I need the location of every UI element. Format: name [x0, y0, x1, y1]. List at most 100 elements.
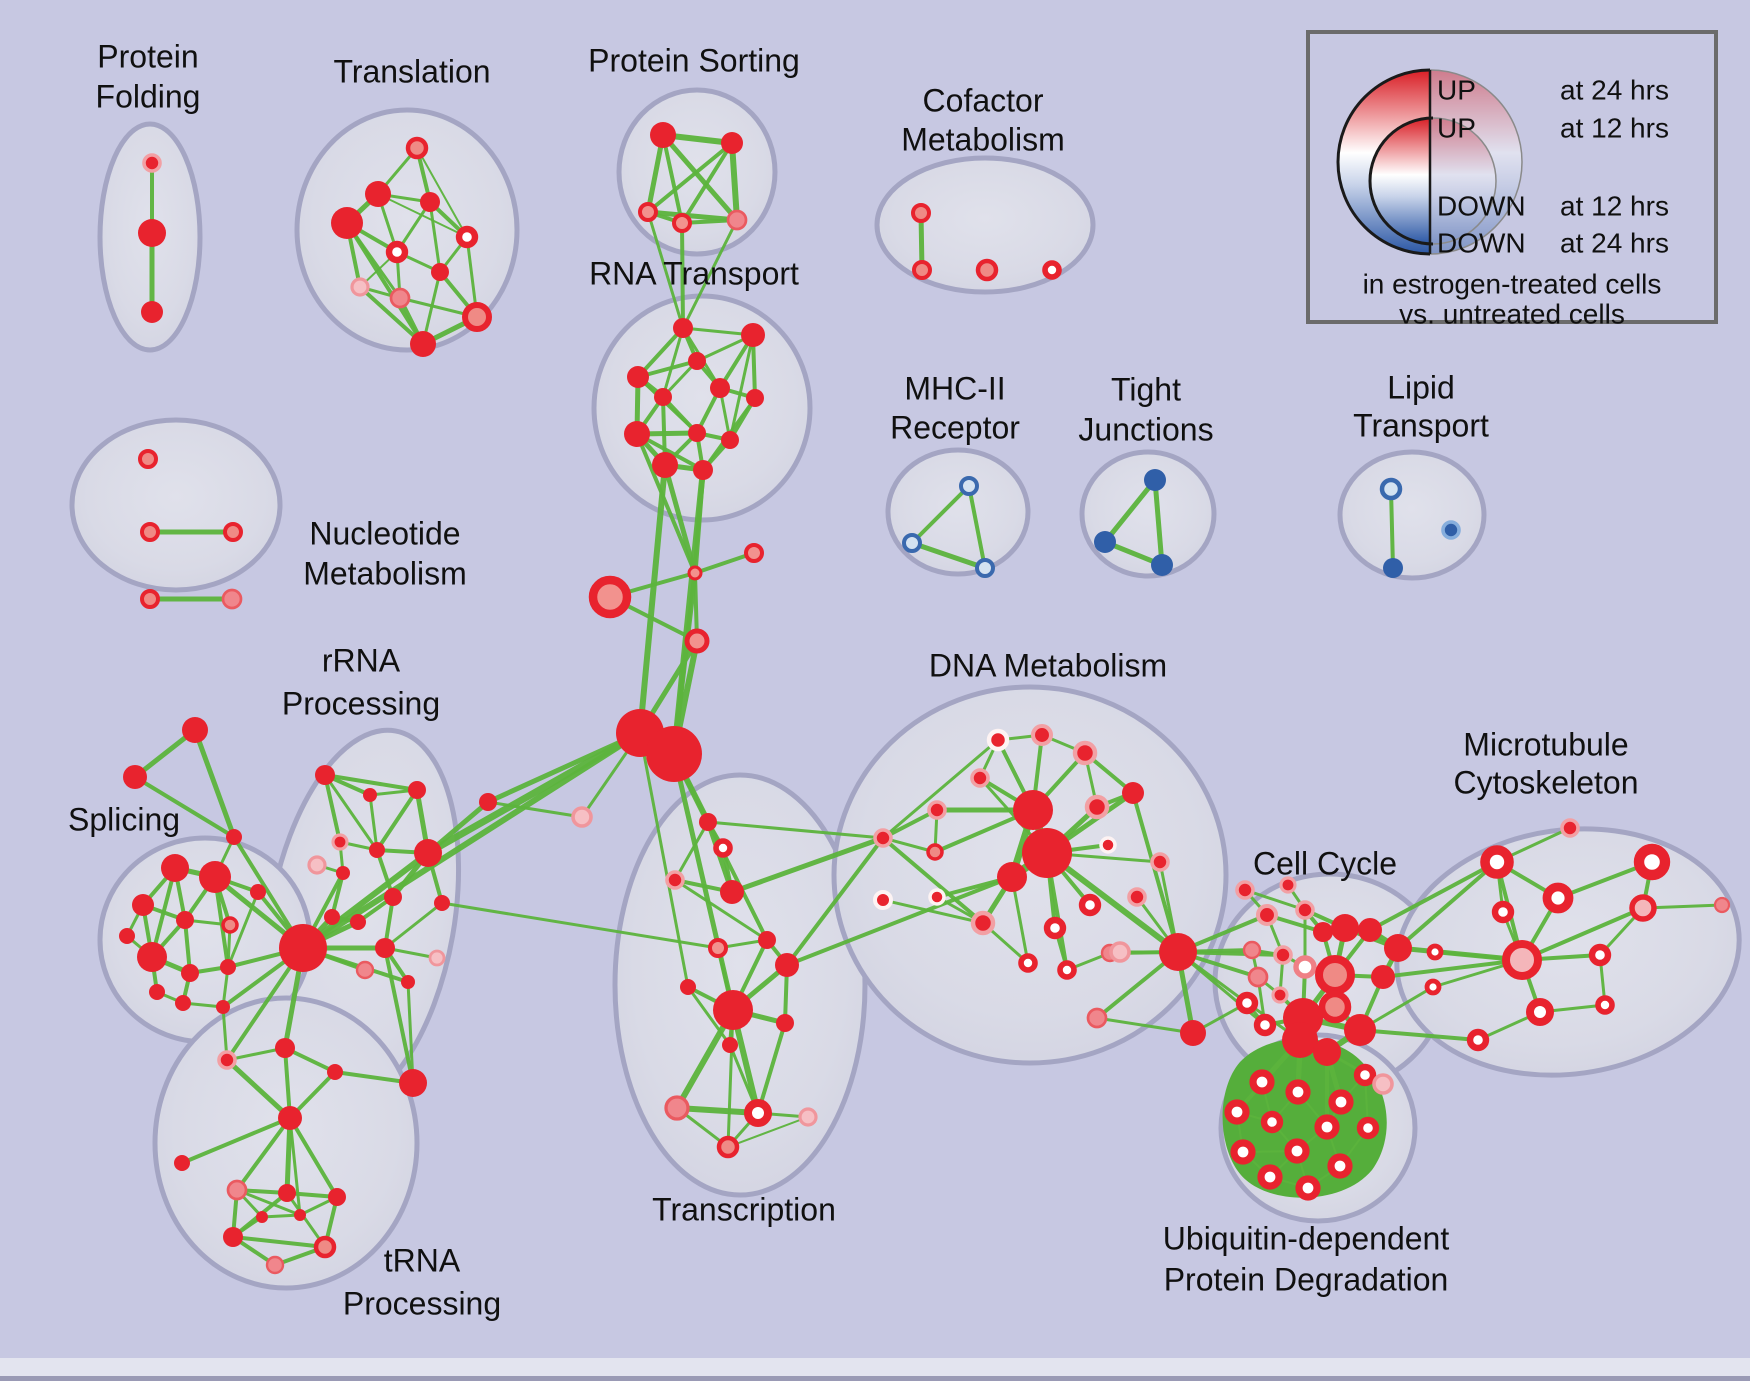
node-dn12 [928, 888, 946, 906]
node-dn15 [1127, 887, 1147, 907]
edge-tc5-dn5 [881, 808, 939, 840]
edge-cc20-mt4 [1381, 958, 1524, 979]
legend-footer-line-1: vs. untreated cells [1399, 298, 1625, 329]
edge-cc18-mt1 [1368, 860, 1499, 932]
edge-ps1-ps3 [645, 132, 666, 215]
legend-footer-line-0: in estrogen-treated cells [1363, 268, 1662, 299]
node-rt6 [654, 388, 672, 406]
edge-rt1-rt6 [661, 326, 685, 399]
node-lk1 [479, 793, 497, 811]
node-mt7 [1526, 998, 1554, 1026]
edge-rr1-rr3 [323, 773, 419, 792]
cluster-transcription-label: Transcription [652, 1191, 836, 1227]
node-cn2 [744, 543, 764, 563]
node-cc17 [1313, 1038, 1341, 1066]
node-tl10 [462, 302, 492, 332]
cluster-tight-junctions-label: Tight Junctions [1078, 371, 1213, 447]
node-nu3 [223, 522, 243, 542]
node-cc12 [1253, 1013, 1277, 1037]
node-sp1 [161, 854, 189, 882]
node-dn18 [1018, 953, 1038, 973]
edge-ps3-rt1 [646, 210, 685, 330]
cluster-trna-processing-ellipse [152, 995, 420, 1291]
node-dn22 [1109, 941, 1131, 963]
node-nu4 [140, 589, 160, 609]
node-ub5 [1260, 1110, 1284, 1134]
edge-rt11-hub1 [637, 462, 668, 736]
node-tn10 [256, 1211, 268, 1223]
node-dn23 [873, 890, 893, 910]
node-tn3 [226, 1179, 248, 1201]
cluster-cofactor-metabolism-ellipse [874, 155, 1096, 295]
edge-tr2-dnB3 [785, 875, 1014, 967]
node-tn7 [313, 1235, 337, 1259]
node-tn14 [399, 1069, 427, 1097]
legend-box [1306, 30, 1718, 324]
edge-dn9-dnH [1131, 791, 1180, 954]
node-pf1 [142, 153, 162, 173]
edge-st2-st3 [133, 775, 236, 839]
cluster-lipid-transport-label: Lipid Transport [1353, 369, 1489, 443]
edge-rr15-tr11 [440, 901, 720, 950]
node-cc6 [1273, 945, 1293, 965]
edge-tn3-tn9 [235, 1188, 302, 1217]
cluster-microtubule-cytoskeleton-label: Microtubule Cytoskeleton [1454, 726, 1639, 800]
edge-tr9-tr10 [727, 1116, 809, 1148]
edge-tn11-tn1 [224, 1057, 293, 1121]
node-rt3 [688, 352, 706, 370]
legend-row-0-direction: UP [1437, 74, 1476, 105]
node-rr11 [375, 938, 395, 958]
node-mt12 [1560, 818, 1580, 838]
node-tj2 [1094, 531, 1116, 553]
cluster-mhc-ii-receptor-label: MHC-II Receptor [890, 370, 1020, 445]
edge-mh2-mh3 [909, 540, 988, 571]
cluster-cell-cycle-label: Cell Cycle [1253, 845, 1397, 881]
node-tn4 [278, 1184, 296, 1202]
node-tn8 [265, 1255, 285, 1275]
legend-row-2-time: at 12 hrs [1560, 190, 1669, 221]
node-ps2 [721, 132, 743, 154]
legend-row-1-time: at 12 hrs [1560, 112, 1669, 143]
node-ub3 [1328, 1089, 1354, 1115]
node-tn9 [294, 1209, 306, 1221]
node-pf2 [138, 219, 166, 247]
node-ub10 [1327, 1153, 1353, 1179]
edge-dn23-dn13 [881, 898, 985, 925]
node-ub13 [1353, 1063, 1377, 1087]
edge-lp1-lp2 [1389, 487, 1395, 570]
node-tn11 [217, 1050, 237, 1070]
node-sp2 [199, 861, 231, 893]
node-lp2 [1383, 558, 1403, 578]
edge-tr4-tr10 [726, 1008, 735, 1149]
node-tl4 [331, 207, 363, 239]
cluster-cofactor-metabolism-label: Cofactor Metabolism [901, 82, 1065, 157]
node-cf4 [1042, 260, 1062, 280]
node-lp3 [1441, 520, 1461, 540]
edge-hub1-tr3 [638, 731, 690, 989]
node-tr4 [713, 990, 753, 1030]
node-dn1 [986, 728, 1010, 752]
cluster-trna-processing-label: tRNA Processing [343, 1242, 501, 1321]
edge-ps1-ps4 [661, 133, 684, 225]
node-tl3 [420, 192, 440, 212]
node-tl6 [385, 240, 409, 264]
node-ub12 [1295, 1175, 1321, 1201]
edge-rt1-rt4 [636, 326, 685, 379]
edge-ps2-ps4 [680, 141, 734, 225]
cluster-rrna-processing-label: rRNA Processing [282, 642, 440, 721]
cluster-ubiquitin-degradation-label: Ubiquitin-dependent Protein Degradation [1163, 1220, 1450, 1297]
node-hub2 [646, 726, 702, 782]
node-tr3 [680, 979, 696, 995]
node-ub8 [1230, 1139, 1256, 1165]
cluster-protein-folding-label: Protein Folding [96, 38, 201, 114]
node-tc1 [699, 813, 717, 831]
node-tn12 [275, 1038, 295, 1058]
node-cc4 [1331, 914, 1359, 942]
node-dn16 [1043, 916, 1067, 940]
node-cf2 [912, 260, 932, 280]
node-sp11 [175, 995, 191, 1011]
edge-lk2-rrH [300, 850, 431, 951]
node-ub9 [1284, 1138, 1310, 1164]
node-cf1 [911, 203, 931, 223]
cluster-protein-sorting-label: Protein Sorting [588, 42, 800, 78]
